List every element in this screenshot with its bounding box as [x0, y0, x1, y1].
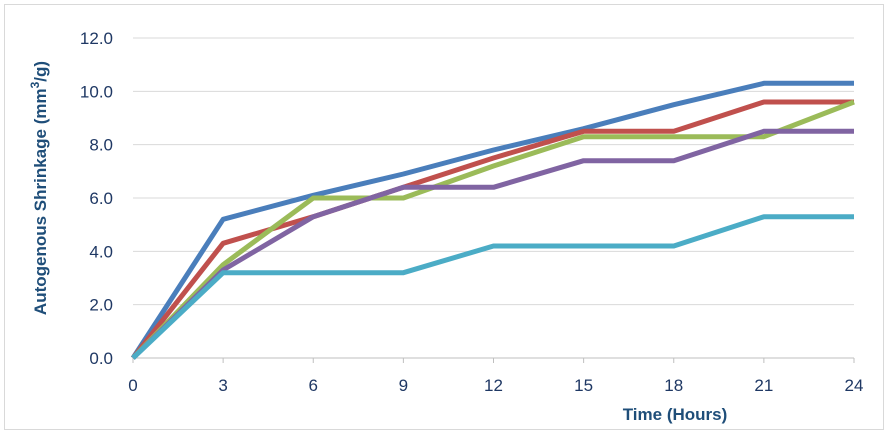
y-tick-label: 12.0 — [80, 29, 113, 48]
y-tick-label: 4.0 — [89, 242, 113, 261]
x-tick-label: 0 — [128, 376, 137, 395]
x-tick-labels: 0 3 6 9 12 15 18 21 24 — [128, 376, 863, 395]
y-axis-title-superscript: 3 — [28, 81, 42, 88]
series-line-5 — [131, 214, 854, 360]
y-tick-label: 10.0 — [80, 82, 113, 101]
y-tick-label: 8.0 — [89, 136, 113, 155]
chart-frame — [4, 4, 884, 430]
gridlines — [133, 37, 854, 306]
y-tick-label: 2.0 — [89, 296, 113, 315]
y-tick-labels: 0.0 2.0 4.0 6.0 8.0 10.0 12.0 — [80, 29, 113, 368]
x-tick-label: 15 — [574, 376, 593, 395]
series-line-2 — [131, 99, 854, 360]
x-axis-title: Time (Hours) — [623, 405, 728, 424]
y-tick-label: 6.0 — [89, 189, 113, 208]
x-tick-label: 18 — [664, 376, 683, 395]
series-group — [130, 80, 855, 360]
y-tick-label: 0.0 — [89, 349, 113, 368]
series-line-4 — [131, 128, 854, 360]
x-tick-label: 9 — [399, 376, 408, 395]
y-axis-title-main: Autogenous Shrinkage (mm — [31, 88, 50, 315]
series-line-1 — [130, 80, 854, 360]
x-tick-label: 3 — [218, 376, 227, 395]
axes — [132, 357, 855, 363]
y-axis-title-end: /g) — [31, 61, 50, 82]
series-line-3 — [131, 99, 855, 360]
x-tick-label: 24 — [845, 376, 864, 395]
x-tick-label: 21 — [754, 376, 773, 395]
x-tick-label: 12 — [484, 376, 503, 395]
x-tick-label: 6 — [309, 376, 318, 395]
y-axis-title: Autogenous Shrinkage (mm3/g) — [28, 61, 50, 315]
